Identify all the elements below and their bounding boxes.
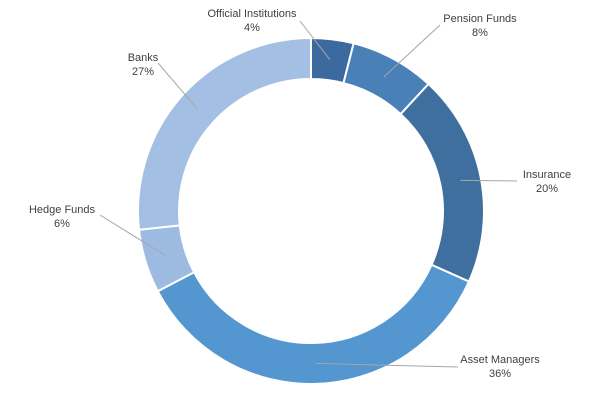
category-label-insurance: Insurance bbox=[523, 169, 571, 181]
leader-line-insurance bbox=[460, 179, 518, 182]
category-label-banks: Banks bbox=[128, 52, 159, 64]
value-label-hedge-funds: 6% bbox=[54, 218, 70, 230]
doughnut-slices bbox=[137, 36, 485, 385]
leader-line-hedge-funds bbox=[99, 214, 166, 256]
slice-asset-managers bbox=[156, 263, 471, 385]
slice-banks bbox=[137, 36, 312, 231]
category-label-asset-managers: Asset Managers bbox=[460, 354, 540, 366]
leader-line-asset-managers bbox=[315, 362, 459, 368]
leader-line-banks bbox=[157, 62, 198, 110]
category-label-pension-funds: Pension Funds bbox=[443, 13, 517, 25]
value-label-official-institutions: 4% bbox=[244, 22, 260, 34]
value-label-asset-managers: 36% bbox=[489, 368, 511, 380]
category-label-hedge-funds: Hedge Funds bbox=[29, 204, 96, 216]
leader-line-official-institutions bbox=[299, 20, 331, 60]
value-label-banks: 27% bbox=[132, 66, 154, 78]
leader-line-pension-funds bbox=[383, 24, 441, 78]
value-label-pension-funds: 8% bbox=[472, 27, 488, 39]
data-labels: Official Institutions 4% Pension Funds 8% In… bbox=[29, 8, 571, 380]
leader-lines bbox=[99, 20, 518, 368]
slice-insurance bbox=[399, 82, 485, 283]
category-label-official-institutions: Official Institutions bbox=[207, 8, 297, 20]
value-label-insurance: 20% bbox=[536, 183, 558, 195]
